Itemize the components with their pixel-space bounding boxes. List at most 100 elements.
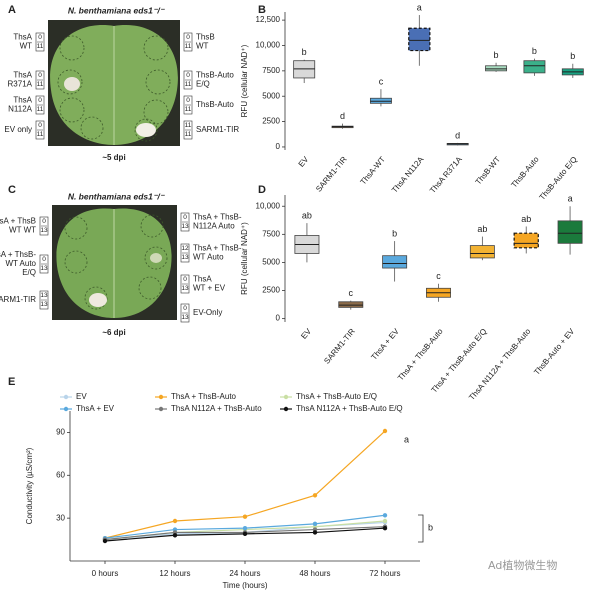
significance-letter: d <box>340 111 345 121</box>
x-tick-label: 48 hours <box>299 569 330 578</box>
box <box>338 301 364 308</box>
y-tick-label: 0 <box>276 142 281 151</box>
fraction-den: 13 <box>40 301 48 308</box>
fraction-den: 13 <box>181 254 189 261</box>
box <box>523 60 546 74</box>
panel-letter: B <box>258 4 266 16</box>
fraction-num: 0 <box>183 214 187 221</box>
legend-marker <box>63 394 69 400</box>
watermark: Ad植物微生物 <box>488 558 557 572</box>
fraction-den: 11 <box>37 131 44 138</box>
sample-label: WT Auto <box>193 253 224 262</box>
fraction-num: 0 <box>42 218 46 225</box>
sample-label: WT <box>196 42 209 51</box>
sample-label: SARM1-TIR <box>0 295 36 304</box>
y-tick-label: 7500 <box>262 66 280 75</box>
sample-label: WT <box>20 42 33 51</box>
fraction-num: 0 <box>38 122 42 129</box>
y-tick-label: 2500 <box>262 286 280 295</box>
fraction-num: 0 <box>186 97 190 104</box>
box <box>408 27 431 52</box>
x-tick-label: ThsA N112A <box>390 154 426 194</box>
legend-label: ThsA N112A + ThsB-Auto <box>171 404 262 413</box>
annotation: a <box>404 434 409 444</box>
sample-label: ThsB <box>196 33 215 42</box>
y-axis-title: Conductivity (µS/cm²) <box>25 447 34 524</box>
fraction-den: 11 <box>185 81 192 88</box>
sample-label: ThsA + ThsB <box>0 217 36 226</box>
significance-letter: ab <box>477 224 487 234</box>
point <box>312 530 318 535</box>
significance-letter: ab <box>302 210 312 220</box>
point <box>382 525 388 531</box>
significance-letter: b <box>392 228 397 238</box>
significance-letter: b <box>302 47 307 57</box>
x-tick-label: ThsB-Auto E/Q <box>537 155 578 202</box>
box <box>513 232 539 249</box>
fraction-den: 13 <box>181 314 189 321</box>
significance-letter: b <box>570 51 575 61</box>
significance-letter: d <box>455 130 460 140</box>
fraction-num: 0 <box>186 72 190 79</box>
x-tick-label: 72 hours <box>369 569 400 578</box>
sample-label: ThsA + ThsB- <box>193 213 242 222</box>
legend-marker <box>158 406 164 412</box>
panel-letter: E <box>8 376 15 388</box>
point <box>172 518 178 524</box>
x-tick-label: ThsB-WT <box>474 155 503 187</box>
x-tick-label: SARM1-TIR <box>314 155 349 194</box>
fraction-den: 11 <box>37 43 44 50</box>
fraction-num: 13 <box>40 292 48 299</box>
legend-marker <box>158 394 164 400</box>
box <box>369 97 392 104</box>
x-tick-label: ThsA + EV <box>369 326 401 361</box>
y-tick-label: 12,500 <box>256 15 281 24</box>
sample-label: ThsA + ThsB- <box>0 250 36 259</box>
fraction-num: 0 <box>42 256 46 263</box>
fraction-den: 11 <box>37 81 44 88</box>
box <box>382 255 408 269</box>
fraction-num: 0 <box>38 72 42 79</box>
panel-letter: C <box>8 184 16 196</box>
y-tick-label: 90 <box>56 428 65 437</box>
bracket <box>418 514 424 543</box>
sample-label: ThsA + ThsB- <box>193 244 242 253</box>
sample-label: ThsA <box>13 33 32 42</box>
y-tick-label: 10,000 <box>256 201 281 210</box>
sample-label: ThsA <box>13 96 32 105</box>
x-tick-label: ThsB-Auto + EV <box>532 326 576 376</box>
sample-label: SARM1-TIR <box>196 125 239 134</box>
sample-label: E/Q <box>196 80 210 89</box>
x-tick-label: ThsA-WT <box>358 155 387 187</box>
fraction-den: 13 <box>40 227 48 234</box>
significance-letter: b <box>532 46 537 56</box>
y-axis-title: RFU (cellular NAD⁺) <box>240 44 249 117</box>
fraction-num: 12 <box>181 245 189 252</box>
box <box>293 60 316 79</box>
y-tick-label: 2500 <box>262 117 280 126</box>
fraction-den: 11 <box>185 43 192 50</box>
fraction-den: 11 <box>185 106 192 113</box>
legend-label: ThsA + ThsB-Auto <box>171 392 237 401</box>
panel-title: N. benthamiana eds1⁻/⁻ <box>68 5 166 15</box>
point <box>382 518 388 524</box>
legend-label: ThsA N112A + ThsB-Auto E/Q <box>296 404 403 413</box>
point <box>382 513 388 518</box>
sample-label: WT WT <box>9 226 36 235</box>
y-tick-label: 7500 <box>262 229 280 238</box>
significance-letter: c <box>379 76 384 86</box>
fraction-den: 11 <box>185 131 192 138</box>
point <box>172 533 178 538</box>
x-tick-label: ThsA R371A <box>428 154 464 195</box>
series-line <box>104 430 386 539</box>
y-tick-label: 10,000 <box>256 41 281 50</box>
box <box>469 245 495 259</box>
legend-marker <box>283 406 289 412</box>
point <box>242 514 248 519</box>
x-tick-label: EV <box>299 326 313 340</box>
legend-label: EV <box>76 392 87 401</box>
fraction-den: 11 <box>37 106 44 113</box>
x-axis-title: Time (hours) <box>222 581 267 590</box>
significance-letter: c <box>349 288 354 298</box>
fraction-num: 11 <box>185 122 192 129</box>
